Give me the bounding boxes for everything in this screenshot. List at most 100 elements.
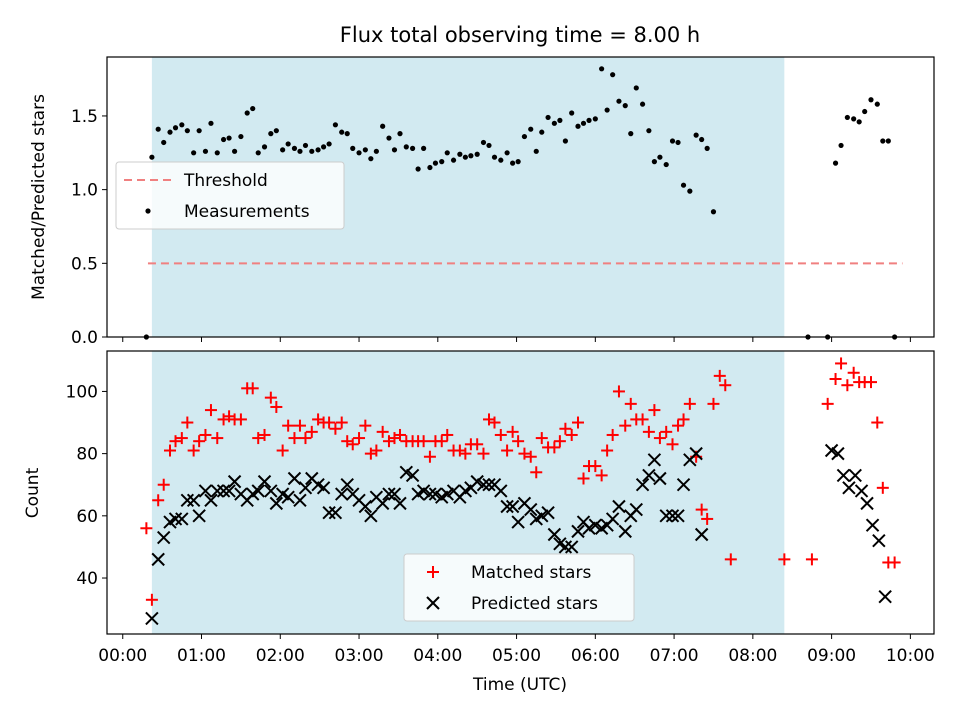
predicted-star-point	[494, 484, 508, 498]
measurement-point	[161, 139, 167, 146]
predicted-star-point	[382, 487, 396, 501]
matched-star-point	[145, 593, 158, 606]
matched-star-point	[530, 466, 543, 479]
bottom-y-axis-label: Count	[23, 467, 43, 518]
matched-star-point	[393, 428, 406, 441]
bottom-axes-frame	[106, 350, 935, 635]
bottom-y-axis: 40 60 80 100	[66, 382, 107, 589]
measurement-point	[604, 107, 610, 113]
measurement-point	[250, 105, 256, 112]
measurement-point	[646, 128, 652, 134]
measurement-point	[167, 129, 173, 135]
matched-star-point	[293, 419, 306, 432]
matched-star-point	[282, 419, 295, 432]
predicted-star-point	[665, 509, 680, 523]
predicted-star-point	[298, 481, 313, 495]
predicted-star-point	[541, 506, 555, 520]
measurements-legend-swatch	[145, 208, 151, 214]
matched-star-point	[512, 435, 525, 448]
measurement-point	[397, 131, 403, 137]
measurement-point	[208, 120, 214, 126]
matched-star-point	[417, 435, 430, 448]
predicted-star-point	[281, 490, 295, 504]
measurement-point	[373, 148, 379, 154]
measurement-point	[309, 148, 315, 154]
matched-star-point	[169, 435, 182, 448]
measurement-point	[868, 97, 874, 103]
predicted-star-point	[264, 484, 278, 498]
predicted-star-point	[842, 481, 856, 495]
predicted-star-point	[831, 446, 845, 461]
measurement-point	[202, 148, 209, 154]
matched-star-point	[204, 404, 217, 417]
measurement-point	[510, 160, 516, 166]
matched-star-point	[370, 444, 383, 457]
measurement-point	[184, 128, 190, 134]
matched-star-point	[441, 428, 454, 441]
measurement-point	[427, 164, 433, 171]
measurement-point	[885, 138, 891, 144]
matched-star-point	[648, 404, 661, 417]
matched-star-point	[864, 376, 877, 389]
bottom-x-tick-label: 00:00	[98, 646, 147, 666]
matched-star-point	[642, 425, 655, 438]
matched-star-point	[805, 553, 818, 566]
measurement-point	[533, 148, 539, 154]
matched-star-point	[435, 435, 448, 448]
predicted-star-point	[423, 487, 437, 501]
measurement-point	[628, 131, 634, 137]
measurement-point	[244, 110, 250, 116]
measurement-point	[880, 138, 886, 144]
predicted-star-point	[175, 512, 189, 526]
measurement-point	[332, 122, 339, 128]
predicted-star-point	[168, 512, 183, 526]
measurement-point	[586, 117, 592, 123]
matched-star-point	[423, 450, 436, 463]
top-axes-frame	[106, 56, 935, 338]
measurement-point	[704, 145, 710, 151]
matched-star-point	[299, 432, 312, 445]
matched-star-point	[181, 416, 194, 429]
measurement-point	[486, 142, 492, 149]
bottom-x-tick-label: 02:00	[256, 646, 305, 666]
predicted-star-point	[836, 468, 851, 483]
matched-star-point	[477, 447, 490, 460]
matched-star-point	[459, 447, 472, 460]
matched-star-point	[501, 444, 514, 457]
measurement-point	[368, 156, 374, 162]
measurement-point	[409, 145, 416, 151]
measurement-point	[575, 123, 581, 129]
matched-star-point	[612, 385, 625, 398]
matched-star-point	[211, 432, 224, 445]
bottom-legend: Matched stars Predicted stars	[403, 553, 635, 622]
matched-star-point	[601, 444, 614, 457]
measurement-point	[273, 128, 279, 134]
predicted-star-point	[642, 468, 656, 483]
matched-star-point	[193, 435, 206, 448]
predicted-star-point	[647, 453, 662, 467]
bottom-x-tick-label: 07:00	[650, 646, 699, 666]
matched-star-point	[606, 428, 619, 441]
predicted-star-point	[653, 471, 667, 486]
predicted-star-point	[227, 474, 242, 489]
matched-star-point	[494, 428, 507, 441]
predicted-star-point	[564, 540, 579, 554]
matched-star-point	[565, 428, 578, 441]
top-legend-box	[115, 161, 345, 230]
measurement-point	[874, 101, 880, 107]
matched-star-point	[518, 447, 531, 460]
predicted-star-point	[151, 552, 165, 567]
matched-star-point	[353, 432, 366, 445]
matched-star-point	[624, 397, 637, 410]
measurement-point	[196, 128, 202, 134]
predicted-star-point	[848, 468, 862, 483]
matched-star-point	[335, 416, 348, 429]
matched-star-point	[246, 382, 259, 395]
matched-star-point	[376, 425, 389, 438]
matched-star-point	[329, 422, 342, 435]
matched-star-point	[829, 372, 842, 385]
measurement-point	[569, 110, 575, 116]
predicted-star-point	[612, 499, 626, 514]
matched-star-point	[619, 419, 632, 432]
chart-title: Flux total observing time = 8.00 h	[340, 23, 700, 47]
